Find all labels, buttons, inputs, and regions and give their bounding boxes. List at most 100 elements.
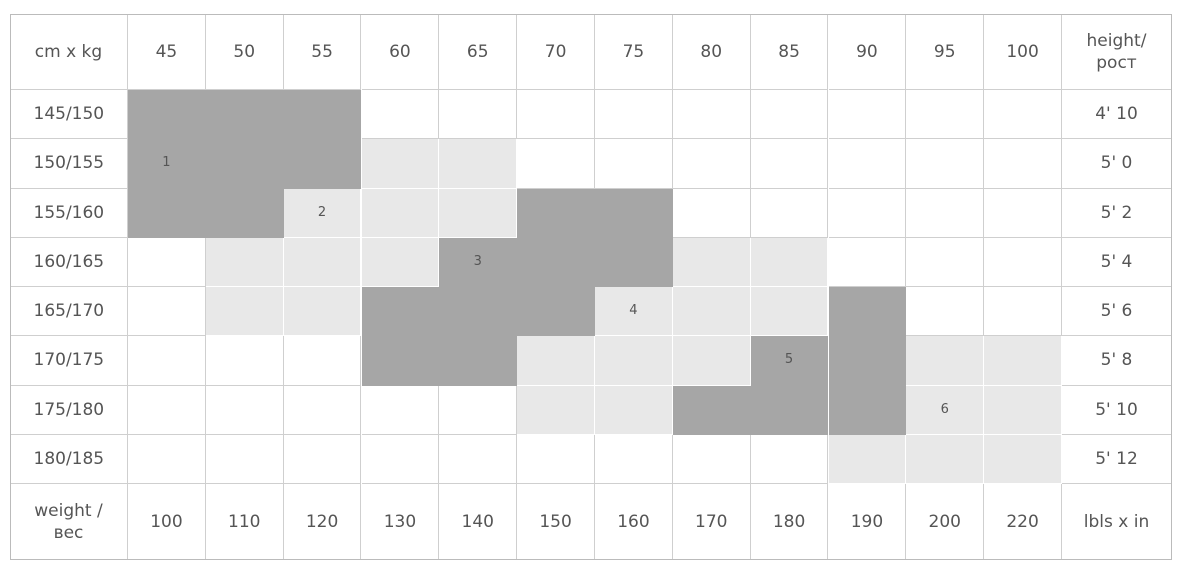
cell-text: 1 xyxy=(162,155,171,171)
grid-cell xyxy=(283,237,362,287)
grid-cell: 1 xyxy=(128,139,206,189)
grid-cell xyxy=(984,90,1062,140)
grid-cell xyxy=(205,336,284,386)
cell-text: 90 xyxy=(856,41,878,62)
grid-cell xyxy=(517,434,595,484)
grid-cell: 2 xyxy=(283,188,362,238)
grid-cell xyxy=(128,237,206,287)
cell-text: 75 xyxy=(622,41,645,62)
row-height: 5' 10 xyxy=(1062,385,1172,435)
grid-cell xyxy=(672,336,751,386)
row-label: 155/160 xyxy=(10,188,128,238)
grid-cell xyxy=(439,434,518,484)
grid-cell xyxy=(984,287,1062,337)
grid-cell: 6 xyxy=(906,385,985,435)
cell-text: 130 xyxy=(383,511,417,532)
grid-cell xyxy=(205,90,284,140)
cell-text: 140 xyxy=(461,511,494,532)
grid-cell xyxy=(517,336,595,386)
grid-cell xyxy=(128,90,206,140)
cell-text: 85 xyxy=(778,41,800,62)
cell-text: 175/180 xyxy=(33,399,105,420)
cell-text: weight / вес xyxy=(34,500,103,543)
cell-text: 60 xyxy=(389,41,411,62)
footer-cell: 180 xyxy=(750,484,829,560)
cell-text: 200 xyxy=(928,511,961,532)
grid-cell: 5 xyxy=(750,336,829,386)
grid-cell xyxy=(283,139,362,189)
footer-cell: 190 xyxy=(828,484,907,560)
header-cell: 50 xyxy=(205,14,284,90)
cell-text: 3 xyxy=(473,253,482,269)
cell-text: 180/185 xyxy=(33,448,105,469)
grid-cell xyxy=(283,90,362,140)
cell-text: lbls x in xyxy=(1083,511,1150,532)
grid-cell xyxy=(672,385,751,435)
cell-text: 110 xyxy=(228,511,261,532)
footer-cell: 170 xyxy=(672,484,751,560)
grid-cell xyxy=(672,188,751,238)
cell-text: 160/165 xyxy=(33,251,105,272)
row-height: 5' 4 xyxy=(1062,237,1172,287)
grid-cell xyxy=(828,237,907,287)
grid-cell xyxy=(517,188,595,238)
grid-cell xyxy=(672,139,751,189)
grid-cell xyxy=(906,237,985,287)
header-cell: 80 xyxy=(672,14,751,90)
grid-cell xyxy=(205,385,284,435)
row-height: 5' 2 xyxy=(1062,188,1172,238)
row-label: 180/185 xyxy=(10,434,128,484)
cell-text: 4' 10 xyxy=(1095,104,1138,125)
cell-text: 100 xyxy=(1006,41,1039,62)
grid-cell xyxy=(750,188,829,238)
grid-cell xyxy=(517,90,595,140)
grid-cell xyxy=(361,434,440,484)
grid-cell xyxy=(750,385,829,435)
cell-text: 2 xyxy=(317,204,327,220)
grid-cell xyxy=(128,287,206,337)
grid-cell xyxy=(439,139,518,189)
grid-cell xyxy=(128,385,206,435)
grid-cell xyxy=(672,287,751,337)
cell-text: 165/170 xyxy=(33,301,105,322)
grid-cell xyxy=(828,434,907,484)
cell-text: 150/155 xyxy=(33,153,105,174)
grid-cell xyxy=(672,434,751,484)
grid-cell xyxy=(361,385,440,435)
grid-cell xyxy=(361,188,440,238)
grid-cell xyxy=(283,385,362,435)
cell-text: 100 xyxy=(150,511,183,532)
header-cell: 100 xyxy=(984,14,1062,90)
grid-cell xyxy=(361,336,440,386)
grid-cell xyxy=(750,434,829,484)
grid-cell xyxy=(906,188,985,238)
grid-cell xyxy=(984,139,1062,189)
cell-text: 180 xyxy=(772,511,806,532)
grid-cell xyxy=(672,237,751,287)
header-cell: 55 xyxy=(283,14,362,90)
header-cell: 65 xyxy=(439,14,518,90)
cell-text: 5' 8 xyxy=(1100,350,1133,371)
grid-cell xyxy=(205,434,284,484)
cell-text: 170/175 xyxy=(33,350,105,371)
grid-cell xyxy=(828,385,907,435)
grid-cell xyxy=(361,287,440,337)
grid-cell xyxy=(672,90,751,140)
cell-text: 150 xyxy=(539,511,572,532)
grid-cell xyxy=(984,336,1062,386)
grid-cell xyxy=(128,434,206,484)
grid-cell xyxy=(361,237,440,287)
grid-cell xyxy=(906,90,985,140)
grid-cell xyxy=(750,237,829,287)
row-label: 165/170 xyxy=(10,287,128,337)
cell-text: 5' 2 xyxy=(1100,202,1133,223)
cell-text: 5' 0 xyxy=(1100,153,1133,174)
header-cell: 85 xyxy=(750,14,829,90)
cell-text: 5 xyxy=(784,352,794,368)
row-height: 5' 6 xyxy=(1062,287,1172,337)
grid-cell xyxy=(750,139,829,189)
cell-text: 5' 4 xyxy=(1100,251,1133,272)
grid-cell xyxy=(283,287,362,337)
grid-cell xyxy=(517,287,595,337)
